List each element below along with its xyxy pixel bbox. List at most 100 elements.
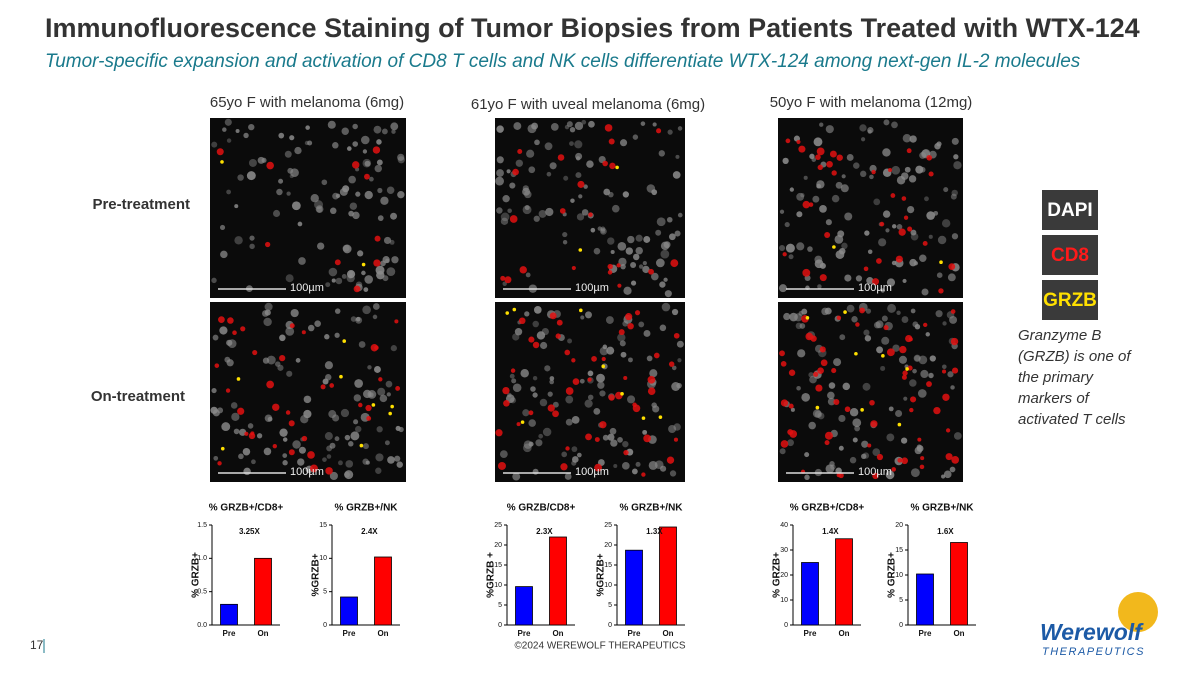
cd8-cell: [788, 403, 794, 409]
nucleus: [377, 215, 384, 221]
cd8-cell: [374, 235, 381, 242]
nucleus: [528, 166, 536, 174]
nucleus: [872, 448, 881, 456]
nucleus: [279, 334, 286, 342]
nucleus: [831, 194, 840, 203]
nucleus: [860, 170, 867, 178]
nucleus: [785, 243, 795, 253]
nucleus: [607, 237, 615, 245]
cd8-cell: [836, 472, 841, 478]
cd8-cell: [252, 349, 258, 356]
nucleus: [234, 204, 239, 209]
nucleus: [341, 273, 347, 279]
nucleus: [367, 365, 372, 370]
cd8-cell: [232, 330, 237, 336]
legend-label: GRZB: [1043, 290, 1097, 311]
nucleus: [300, 415, 309, 424]
nucleus: [377, 387, 386, 396]
cd8-cell: [831, 368, 837, 374]
nucleus: [867, 249, 873, 254]
cd8-cell: [906, 148, 912, 154]
nucleus: [324, 432, 333, 441]
nucleus: [873, 321, 881, 329]
nucleus: [249, 235, 255, 241]
nucleus: [942, 364, 947, 370]
cd8-cell: [364, 173, 370, 180]
scale-bar-label: 100µm: [575, 282, 609, 294]
nucleus: [898, 355, 907, 364]
y-tick-label: 15: [319, 522, 327, 529]
grzb-cell: [579, 308, 583, 313]
cd8-cell: [329, 383, 335, 388]
nucleus: [520, 369, 529, 378]
nucleus: [812, 195, 820, 203]
nucleus: [658, 150, 665, 157]
nucleus: [804, 452, 810, 458]
cd8-cell: [549, 312, 557, 320]
nucleus: [659, 324, 667, 332]
nucleus: [346, 146, 352, 151]
nucleus: [565, 395, 574, 404]
nucleus: [369, 176, 374, 182]
cd8-cell: [604, 124, 613, 132]
nucleus: [599, 346, 609, 356]
y-tick-label: 20: [494, 542, 502, 549]
nucleus: [398, 426, 404, 433]
nucleus: [342, 244, 350, 252]
nucleus: [383, 236, 392, 245]
nucleus: [324, 361, 333, 370]
y-tick-label: 30: [780, 547, 788, 554]
nucleus: [631, 468, 638, 475]
grzb-cell: [615, 165, 619, 170]
nucleus: [397, 153, 405, 161]
nucleus: [220, 250, 228, 259]
nucleus: [291, 201, 301, 211]
cd8-cell: [571, 358, 576, 363]
cd8-cell: [872, 472, 879, 480]
nucleus: [671, 308, 679, 316]
nucleus: [674, 230, 681, 237]
nucleus: [880, 288, 885, 293]
nucleus: [896, 224, 903, 230]
nucleus: [863, 329, 870, 336]
cd8-cell: [289, 323, 295, 329]
bar: [625, 549, 643, 626]
nucleus: [527, 124, 537, 134]
nucleus: [315, 205, 324, 214]
cd8-cell: [836, 315, 842, 321]
cd8-cell: [833, 398, 840, 405]
nucleus: [663, 241, 671, 249]
cd8-cell: [625, 313, 633, 321]
y-tick-label: 0: [899, 622, 903, 629]
scale-bar-label: 100µm: [858, 466, 892, 478]
nucleus: [350, 431, 360, 441]
nucleus: [941, 474, 946, 479]
cd8-cell: [871, 169, 876, 175]
cd8-cell: [817, 164, 823, 171]
nucleus: [581, 209, 589, 216]
nucleus: [221, 422, 231, 432]
cd8-cell: [779, 350, 785, 357]
nucleus: [881, 315, 888, 322]
cd8-cell: [653, 352, 660, 359]
nucleus: [909, 379, 917, 387]
nucleus: [334, 436, 340, 442]
nucleus: [380, 260, 386, 267]
nucleus: [390, 212, 398, 220]
nucleus: [642, 265, 650, 274]
nucleus: [379, 394, 388, 403]
nucleus: [362, 458, 369, 465]
cd8-cell: [933, 406, 941, 415]
nucleus: [840, 184, 849, 193]
nucleus: [384, 440, 390, 446]
scale-bar-label: 100µm: [858, 282, 892, 294]
nucleus: [581, 119, 587, 125]
nucleus: [921, 288, 929, 296]
annotation: 1.6X: [937, 527, 954, 536]
nucleus: [825, 464, 835, 474]
nucleus: [540, 341, 548, 350]
nucleus: [509, 182, 516, 189]
nucleus: [821, 307, 829, 316]
nucleus: [246, 171, 256, 181]
nucleus: [297, 221, 303, 227]
